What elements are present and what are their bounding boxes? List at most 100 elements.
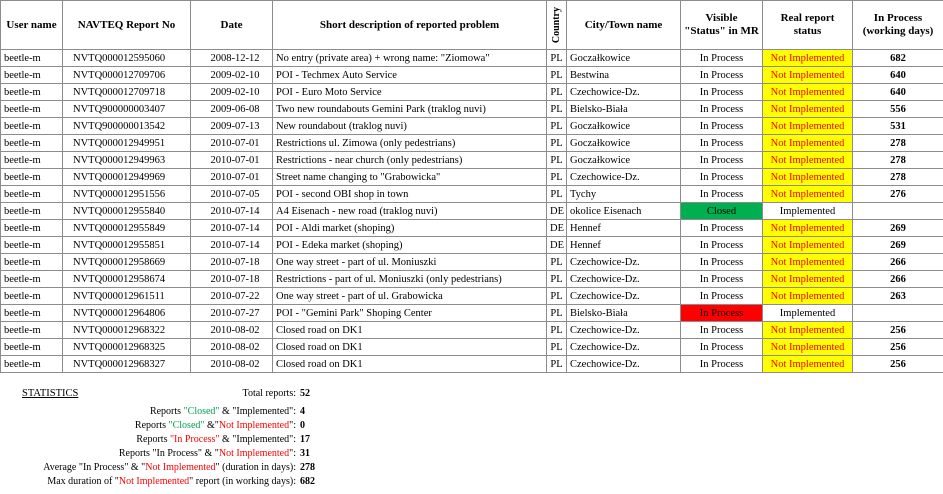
stat-value: 31 [300, 448, 310, 459]
table-cell: NVTQ000012958669 [62, 253, 191, 271]
table-cell: Czechowice-Dz. [566, 287, 681, 305]
table-cell: POI - Edeka market (shoping) [272, 236, 547, 254]
table-cell: beetle-m [0, 49, 63, 67]
table-cell: beetle-m [0, 236, 63, 254]
table-cell: Not Implemented [762, 117, 853, 135]
table-cell: PL [546, 287, 567, 305]
table-cell: PL [546, 185, 567, 203]
table-cell: Not Implemented [762, 338, 853, 356]
table-cell: beetle-m [0, 355, 63, 373]
stat-label: Max duration of "Not Implemented" report… [0, 476, 296, 487]
table-row: beetle-m NVTQ000012595060 2008-12-12 No ent… [0, 49, 943, 67]
table-cell: beetle-m [0, 83, 63, 101]
table-row: beetle-m NVTQ000012949969 2010-07-01 Street… [0, 168, 943, 186]
table-cell: DE [546, 219, 567, 237]
table-cell: Restrictions - part of ul. Moniuszki (on… [272, 270, 547, 288]
stat-label-part: "Closed" [168, 420, 205, 431]
table-cell: Not Implemented [762, 355, 853, 373]
table-cell: beetle-m [0, 253, 63, 271]
table-cell: PL [546, 151, 567, 169]
stat-value: 17 [300, 434, 310, 445]
stat-label-part: Not Implemented [218, 420, 290, 431]
table-cell [852, 304, 943, 322]
table-cell: NVTQ000012968325 [62, 338, 191, 356]
table-cell: Street name changing to "Grabowicka" [272, 168, 547, 186]
table-cell: NVTQ000012949963 [62, 151, 191, 169]
table-cell: Not Implemented [762, 236, 853, 254]
stat-label-part: Reports "In Process" & " [118, 448, 219, 459]
table-cell: 2009-02-10 [190, 66, 273, 84]
statistics-title: STATISTICS [22, 388, 79, 399]
table-cell: NVTQ000012709706 [62, 66, 191, 84]
table-cell: beetle-m [0, 304, 63, 322]
table-cell: 2010-07-27 [190, 304, 273, 322]
table-cell: 640 [852, 83, 943, 101]
table-cell: NVTQ000012955851 [62, 236, 191, 254]
table-cell: beetle-m [0, 185, 63, 203]
table-cell: Czechowice-Dz. [566, 168, 681, 186]
stat-label-part: Reports [136, 434, 170, 445]
table-cell: Not Implemented [762, 66, 853, 84]
table-cell: Czechowice-Dz. [566, 355, 681, 373]
statistics: STATISTICS Total reports: 52 Reports "Cl… [0, 384, 943, 494]
stat-label-part: Reports [134, 420, 169, 431]
table-cell: 269 [852, 219, 943, 237]
table-cell: NVTQ900000003407 [62, 100, 191, 118]
table-cell: 256 [852, 338, 943, 356]
table-cell: 556 [852, 100, 943, 118]
column-header: In Process (working days) [852, 0, 943, 50]
table-cell: In Process [680, 185, 763, 203]
table-cell: In Process [680, 219, 763, 237]
table-row: beetle-m NVTQ000012955840 2010-07-14 A4 Eis… [0, 202, 943, 220]
table-cell: 278 [852, 168, 943, 186]
stat-value: 278 [300, 462, 315, 473]
table-cell: 640 [852, 66, 943, 84]
stat-label: Total reports: [242, 388, 296, 399]
table-cell: beetle-m [0, 270, 63, 288]
stat-label-part: Not Implemented [218, 448, 290, 459]
table-row: beetle-m NVTQ000012968322 2010-08-02 Closed… [0, 321, 943, 339]
column-header: Visible "Status" in MR [680, 0, 763, 50]
table-cell: In Process [680, 270, 763, 288]
table-cell: 682 [852, 49, 943, 67]
column-header: Date [190, 0, 273, 50]
table-cell: PL [546, 253, 567, 271]
table-row: beetle-m NVTQ900000013542 2009-07-13 New ro… [0, 117, 943, 135]
table-cell: beetle-m [0, 202, 63, 220]
stat-label-part: & "Implemented": [219, 434, 296, 445]
table-cell: beetle-m [0, 134, 63, 152]
table-cell: Bielsko-Biała [566, 100, 681, 118]
table-row: beetle-m NVTQ000012949951 2010-07-01 Restri… [0, 134, 943, 152]
column-header: Country [546, 0, 567, 50]
table-cell: In Process [680, 117, 763, 135]
table-cell: In Process [680, 304, 763, 322]
stat-label-part: Average "In Process" & " [43, 462, 146, 473]
stat-value: 682 [300, 476, 315, 487]
table-cell: Closed [680, 202, 763, 220]
table-cell: Not Implemented [762, 287, 853, 305]
table-cell: Not Implemented [762, 100, 853, 118]
stat-label-part: " report (in working days): [189, 476, 296, 487]
table-cell: NVTQ000012964806 [62, 304, 191, 322]
table-row: beetle-m NVTQ000012955851 2010-07-14 POI - … [0, 236, 943, 254]
table-cell: NVTQ000012709718 [62, 83, 191, 101]
table-cell: NVTQ000012958674 [62, 270, 191, 288]
table-cell: 2009-07-13 [190, 117, 273, 135]
table-cell: PL [546, 134, 567, 152]
table-cell: 2010-07-14 [190, 236, 273, 254]
table-cell: beetle-m [0, 168, 63, 186]
table-cell: Goczałkowice [566, 151, 681, 169]
table-cell: 2009-06-08 [190, 100, 273, 118]
table-cell: PL [546, 100, 567, 118]
table-cell: 2010-07-01 [190, 134, 273, 152]
table-cell: 266 [852, 270, 943, 288]
table-cell: Czechowice-Dz. [566, 338, 681, 356]
table-cell: A4 Eisenach - new road (traklog nuvi) [272, 202, 547, 220]
table-cell: 2010-07-05 [190, 185, 273, 203]
table-cell: Implemented [762, 304, 853, 322]
table-cell: Implemented [762, 202, 853, 220]
table-cell: Not Implemented [762, 321, 853, 339]
table-cell [852, 202, 943, 220]
table-cell: NVTQ000012955849 [62, 219, 191, 237]
